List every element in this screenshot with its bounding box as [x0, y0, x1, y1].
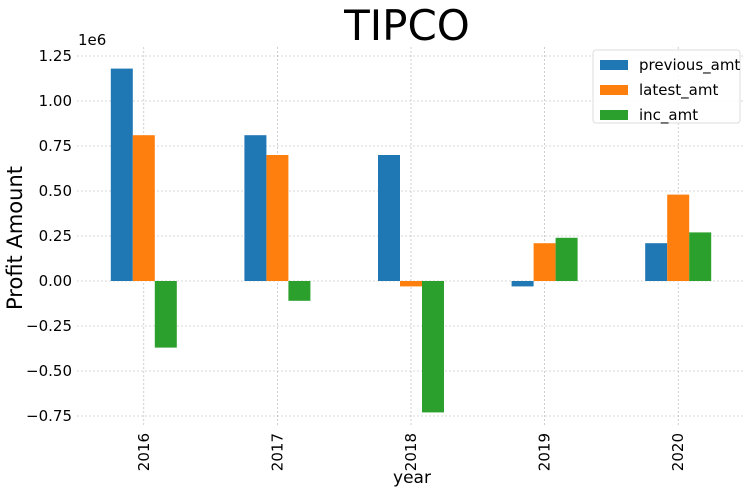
x-axis-label: year: [393, 468, 431, 488]
y-tick-label: 0.50: [39, 182, 72, 200]
y-offset-label: 1e6: [78, 31, 106, 49]
bar-previous_amt-2016: [110, 68, 133, 281]
y-tick-label: −0.75: [26, 407, 72, 425]
legend: previous_amt latest_amt inc_amt: [592, 49, 741, 125]
y-tick-label: −0.25: [26, 317, 72, 335]
y-tick-label: 0.75: [39, 137, 72, 155]
bar-previous_amt-2018: [378, 155, 400, 281]
x-tick-label: 2016: [135, 433, 153, 471]
bar-previous_amt-2020: [645, 243, 668, 281]
bar-inc_amt-2019: [555, 237, 578, 281]
legend-label-previous_amt: previous_amt: [639, 56, 740, 75]
y-tick-label: 0.25: [39, 227, 72, 245]
bar-latest_amt-2019: [533, 243, 556, 281]
bar-inc_amt-2020: [689, 232, 712, 281]
legend-label-inc_amt: inc_amt: [639, 106, 698, 125]
x-tick-labels: 2016 2017 2018 2019 2020: [135, 433, 687, 471]
bar-inc_amt-2017: [288, 281, 311, 301]
x-tick-label: 2020: [669, 433, 687, 471]
chart-title: TIPCO: [343, 1, 470, 50]
bars: [110, 68, 712, 413]
legend-box: [592, 49, 741, 124]
x-tick-label: 2017: [268, 433, 286, 471]
legend-swatch-latest_amt: [600, 85, 628, 95]
bar-previous_amt-2019: [511, 281, 534, 287]
y-axis-label: Profit Amount: [3, 166, 27, 310]
bar-latest_amt-2016: [132, 135, 155, 281]
y-tick-label: 1.25: [39, 47, 72, 65]
bar-inc_amt-2016: [154, 281, 177, 348]
bar-latest_amt-2020: [667, 194, 690, 281]
y-tick-label: 0.00: [39, 272, 72, 290]
y-tick-label: −0.50: [26, 362, 72, 380]
bar-latest_amt-2018: [400, 281, 422, 287]
legend-label-latest_amt: latest_amt: [639, 81, 718, 100]
x-tick-label: 2018: [402, 433, 420, 471]
bar-latest_amt-2017: [266, 155, 289, 281]
legend-swatch-previous_amt: [600, 60, 628, 70]
legend-swatch-inc_amt: [600, 110, 628, 120]
bar-previous_amt-2017: [244, 135, 267, 281]
bar-inc_amt-2018: [422, 281, 444, 413]
y-tick-labels: −0.75 −0.50 −0.25 0.00 0.25 0.50 0.75 1.00 1.25: [26, 47, 72, 425]
y-tick-label: 1.00: [39, 92, 72, 110]
x-tick-label: 2019: [536, 433, 554, 471]
